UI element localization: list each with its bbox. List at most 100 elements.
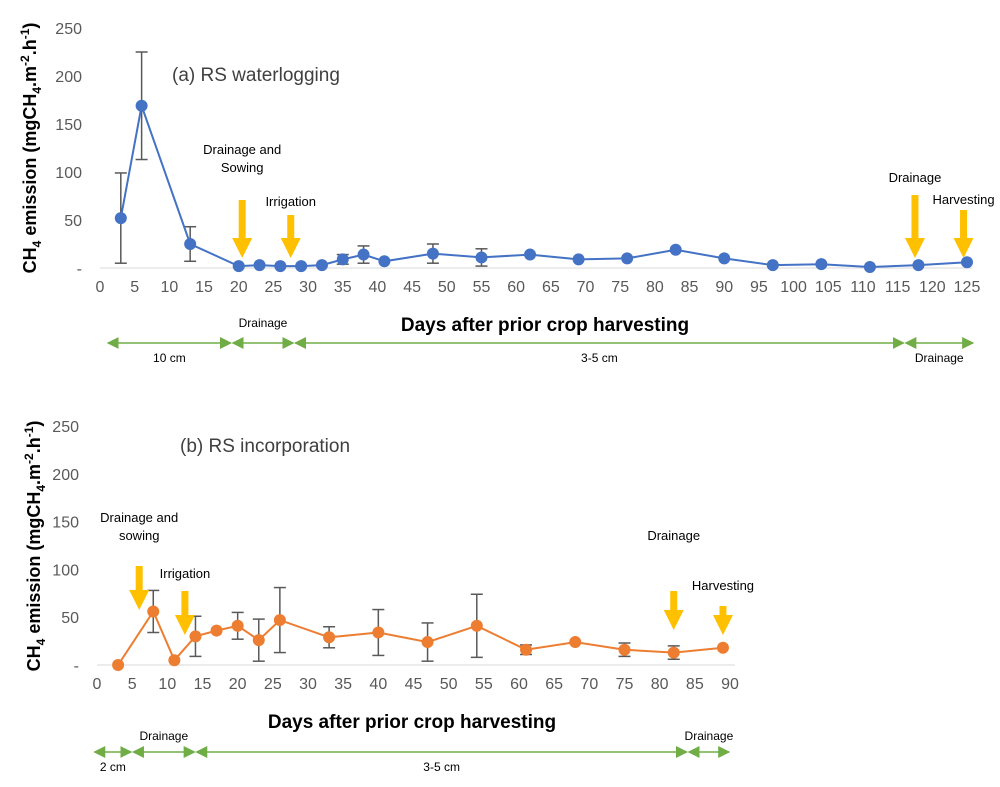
data-point [378,255,391,268]
y-tick-label: 250 [52,419,79,436]
water-stage: 10 cm [106,337,232,365]
event-annotation: Drainage and Sowing [203,142,281,258]
data-point [470,619,483,632]
data-point [231,619,244,632]
water-stage: 3-5 cm [294,337,905,365]
data-point [273,614,286,627]
data-point [112,659,125,671]
event-arrow-icon [712,606,733,635]
stage-label: 3-5 cm [581,351,618,365]
panel-title: (a) RS waterlogging [172,65,340,86]
x-tick-label: 55 [475,676,493,693]
data-point [253,259,266,272]
x-tick-label: 40 [369,676,387,693]
y-tick-label: 100 [55,165,82,182]
water-stage: 2 cm [93,746,133,774]
x-tick-label: 10 [158,676,176,693]
water-stage: 3-5 cm [195,746,688,774]
x-tick-label: 85 [686,676,704,693]
event-arrow-icon [280,215,301,258]
x-tick-label: 0 [93,676,102,693]
x-tick-label: 30 [299,279,317,296]
data-point [315,259,328,272]
data-point [114,212,127,225]
stage-label: Drainage [915,351,964,365]
data-point [336,253,349,266]
data-point [716,641,729,654]
x-tick-label: 125 [954,279,981,296]
water-stage: Drainage [131,729,196,758]
stage-label: Drainage [685,729,734,743]
y-tick-label: - [74,658,79,675]
annotation-label: Drainage and [100,510,178,525]
y-tick-label: 100 [52,562,79,579]
series-line [117,609,724,666]
data-point [766,259,779,272]
x-tick-label: 25 [264,676,282,693]
event-arrow-icon [174,591,195,635]
data-point [618,643,631,656]
x-tick-label: 35 [334,279,352,296]
x-tick-label: 55 [473,279,491,296]
event-annotation: Harvesting [692,578,754,635]
x-tick-label: 25 [265,279,283,296]
event-annotation: Drainage [647,528,700,630]
y-tick-label: 50 [64,213,82,230]
x-tick-label: 10 [160,279,178,296]
x-tick-label: 45 [405,676,423,693]
data-point [295,260,308,273]
data-point [232,260,245,273]
data-point [421,636,434,649]
data-point [147,605,160,618]
x-tick-label: 40 [369,279,387,296]
event-annotation: Irrigation [265,194,316,258]
data-point [210,624,223,637]
data-point [863,261,876,274]
annotation-label: Harvesting [932,192,994,207]
annotation-label: Drainage [647,528,700,543]
x-axis-label: Days after prior crop harvesting [401,315,689,336]
water-stage: Drainage [231,316,295,349]
x-tick-label: 65 [545,676,563,693]
data-point [184,238,197,250]
x-tick-label: 75 [611,279,629,296]
y-tick-label: 50 [61,610,79,627]
x-tick-label: 5 [130,279,139,296]
data-point [667,646,680,659]
x-tick-label: 115 [885,279,911,296]
data-point [475,251,488,264]
x-tick-label: 20 [229,676,247,693]
y-tick-label: 150 [52,515,79,532]
stage-label: Drainage [239,316,288,330]
x-tick-label: 65 [542,279,560,296]
data-point [274,260,287,273]
x-tick-label: 0 [96,279,105,296]
annotation-label: Drainage [889,170,942,185]
data-point [524,248,537,261]
data-point [323,631,336,644]
data-point [815,258,828,271]
x-tick-label: 100 [780,279,807,296]
x-tick-label: 15 [194,676,212,693]
event-arrow-icon [129,566,150,610]
y-tick-label: - [77,261,82,278]
y-axis-label: CH4 emission (mgCH4.m-2.h-1) [18,23,44,274]
event-annotation: Drainage and sowing [100,510,178,610]
data-point [520,643,533,656]
x-tick-label: 70 [577,279,595,296]
panel-title: (b) RS incorporation [180,436,350,457]
annotation-label: Irrigation [265,194,316,209]
annotation-label: sowing [119,528,159,543]
event-annotation: Irrigation [160,566,210,635]
x-tick-label: 60 [510,676,528,693]
data-point [669,243,682,256]
data-point [718,252,731,265]
x-tick-label: 90 [721,676,739,693]
y-axis-label: CH4 emission (mgCH4.m-2.h-1) [22,421,48,672]
data-point [168,654,181,667]
stage-label: 2 cm [100,760,126,774]
annotation-label: Harvesting [692,578,754,593]
data-point [189,630,202,643]
water-stage: Drainage [685,729,734,758]
